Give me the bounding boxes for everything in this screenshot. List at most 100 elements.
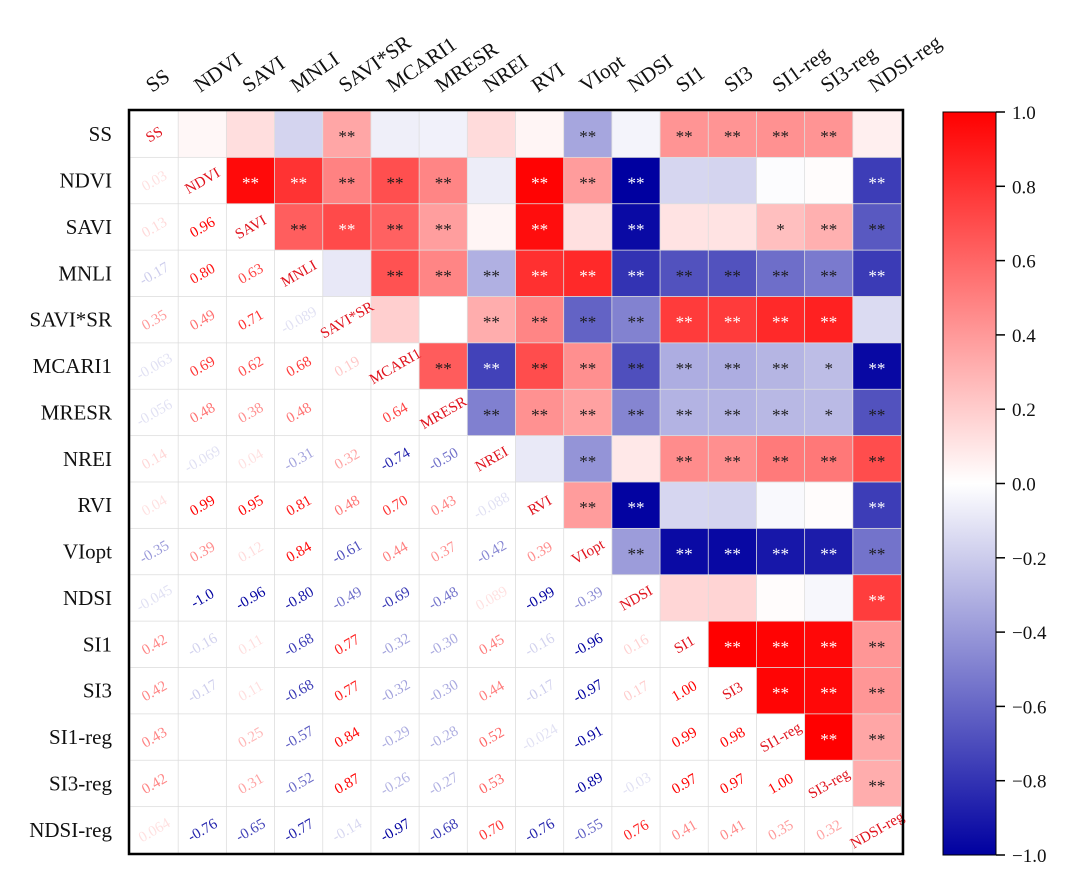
- heatmap-cell: [804, 435, 854, 483]
- significance-mark: **: [483, 405, 500, 424]
- heatmap-cell: [274, 574, 324, 622]
- column-label: NDVI: [189, 47, 246, 97]
- row-label: NREI: [63, 447, 112, 471]
- significance-mark: **: [435, 266, 452, 285]
- heatmap-cell: [611, 203, 661, 251]
- heatmap-cell: [418, 667, 469, 715]
- heatmap-cell: [418, 527, 469, 576]
- heatmap-cell: [852, 574, 902, 622]
- heatmap-cell: [274, 156, 324, 205]
- row-label: MRESR: [41, 400, 112, 424]
- significance-mark: **: [772, 266, 789, 285]
- heatmap-cell: [466, 296, 517, 344]
- heatmap-cell: [177, 527, 228, 576]
- significance-mark: **: [820, 220, 837, 239]
- heatmap-cell: [177, 388, 228, 437]
- heatmap-cell: [756, 203, 806, 251]
- significance-mark: **: [868, 266, 885, 285]
- heatmap-cell: [177, 713, 228, 761]
- heatmap-cell: [659, 574, 709, 622]
- significance-mark: **: [579, 174, 596, 193]
- significance-mark: **: [435, 359, 452, 378]
- heatmap-cell: [707, 296, 758, 344]
- heatmap-cell: [418, 249, 469, 298]
- row-label: SI1: [83, 632, 112, 656]
- heatmap-cell: [515, 759, 565, 808]
- significance-mark: **: [676, 405, 693, 424]
- significance-mark: **: [338, 220, 355, 239]
- heatmap-cell: [804, 667, 854, 715]
- heatmap-cell: [129, 110, 179, 159]
- heatmap-cell: [177, 110, 228, 159]
- heatmap-cell: [225, 713, 276, 761]
- heatmap-cell: [611, 806, 661, 854]
- heatmap-cell: [804, 713, 854, 761]
- heatmap-cell: [804, 620, 854, 669]
- heatmap-cell: [611, 527, 661, 576]
- row-label: SAVI*SR: [30, 308, 112, 332]
- heatmap-cell: [274, 203, 324, 251]
- heatmap-cell: [852, 342, 902, 390]
- heatmap-cell: [852, 388, 902, 437]
- significance-mark: **: [868, 174, 885, 193]
- heatmap-cell: [466, 527, 517, 576]
- significance-mark: **: [724, 452, 741, 471]
- heatmap-cell: [274, 435, 324, 483]
- heatmap-cell: [418, 574, 469, 622]
- heatmap-cell: [225, 759, 276, 808]
- row-label: SI3-reg: [49, 771, 112, 795]
- significance-mark: **: [868, 591, 885, 610]
- heatmap-frame: [127, 108, 905, 856]
- significance-mark: **: [627, 359, 644, 378]
- heatmap-cell: [370, 110, 420, 159]
- heatmap-cell: [707, 156, 758, 205]
- heatmap-cell: [756, 342, 806, 390]
- heatmap-cell: [322, 203, 372, 251]
- heatmap-cell: [370, 249, 420, 298]
- significance-mark: **: [868, 545, 885, 564]
- heatmap-cell: [225, 388, 276, 437]
- significance-mark: **: [868, 684, 885, 703]
- significance-mark: **: [724, 127, 741, 146]
- significance-mark: **: [868, 405, 885, 424]
- heatmap-cell: [129, 713, 179, 761]
- heatmap-cells: [129, 110, 902, 854]
- heatmap-cell: [370, 435, 420, 483]
- heatmap-cell: [563, 759, 613, 808]
- heatmap-cell: [466, 342, 517, 390]
- heatmap-cell: [756, 435, 806, 483]
- heatmap-cell: [804, 806, 854, 854]
- heatmap-cell: [418, 435, 469, 483]
- significance-mark: **: [676, 452, 693, 471]
- significance-mark: **: [676, 545, 693, 564]
- heatmap-cell: [611, 620, 661, 669]
- heatmap-cell: [129, 388, 179, 437]
- heatmap-cell: [274, 481, 324, 530]
- heatmap-cell: [852, 620, 902, 669]
- significance-mark: **: [868, 776, 885, 795]
- heatmap-cell: [274, 296, 324, 344]
- significance-mark: **: [676, 127, 693, 146]
- significance-mark: **: [868, 637, 885, 656]
- row-label: NDSI-reg: [29, 818, 112, 842]
- heatmap-cell: [177, 481, 228, 530]
- heatmap-cell: [466, 249, 517, 298]
- colorbar-tick-label: 0.2: [1012, 400, 1036, 421]
- heatmap-cell: [659, 296, 709, 344]
- heatmap-cell: [225, 110, 276, 159]
- heatmap-cell: [370, 806, 420, 854]
- significance-mark: **: [627, 266, 644, 285]
- heatmap-cell: [707, 574, 758, 622]
- significance-mark: **: [772, 359, 789, 378]
- heatmap-cell: [466, 435, 517, 483]
- heatmap-cell: [659, 667, 709, 715]
- heatmap-cell: [129, 667, 179, 715]
- significance-mark: **: [338, 174, 355, 193]
- heatmap-cell: [322, 620, 372, 669]
- heatmap-cell: [852, 759, 902, 808]
- heatmap-cell: [177, 620, 228, 669]
- heatmap-cell: [418, 388, 469, 437]
- heatmap-cell: [225, 156, 276, 205]
- column-label: MNLI: [286, 47, 344, 97]
